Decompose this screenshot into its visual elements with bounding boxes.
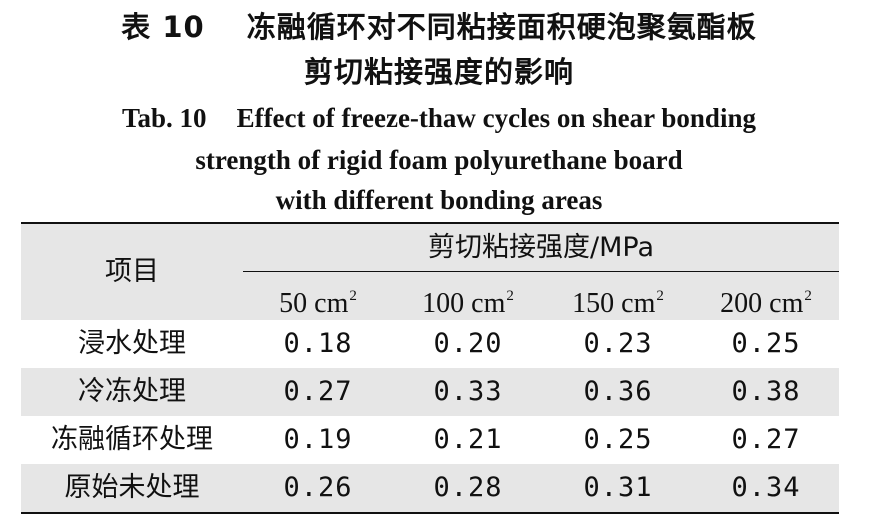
table-cell: 0.27: [283, 376, 353, 407]
table-cell: 0.31: [583, 472, 653, 503]
table-cell: 0.38: [731, 376, 801, 407]
chinese-title-text-1: 冻融循环对不同粘接面积硬泡聚氨酯板: [246, 10, 757, 44]
column-header-100: 100 cm2: [422, 288, 514, 319]
table-cell: 0.21: [433, 424, 503, 455]
row-label: 浸水处理: [78, 328, 186, 359]
row-shade-2: [21, 368, 839, 416]
table-cell: 0.23: [583, 328, 653, 359]
chinese-caption-line-2: 剪切粘接强度的影响: [303, 55, 574, 89]
english-title-text-1: Effect of freeze-thaw cycles on shear bo…: [236, 103, 756, 133]
row-header-item: 项目: [105, 256, 159, 287]
chinese-table-number: 表 10: [121, 10, 205, 44]
table-cell: 0.27: [731, 424, 801, 455]
row-shade-4: [21, 464, 839, 512]
table-cell: 0.26: [283, 472, 353, 503]
group-header-strength: 剪切粘接强度/MPa: [427, 232, 654, 263]
table-cell: 0.20: [433, 328, 503, 359]
column-header-200: 200 cm2: [720, 288, 812, 319]
table-cell: 0.19: [283, 424, 353, 455]
data-table: 项目 剪切粘接强度/MPa 50 cm2 100 cm2 150 cm2 200…: [21, 222, 839, 516]
english-caption-line-1: Tab. 10 Effect of freeze-thaw cycles on s…: [0, 98, 878, 138]
table-cell: 0.25: [731, 328, 801, 359]
table-top-rule: [21, 222, 839, 224]
table-cell: 0.18: [283, 328, 353, 359]
table-cell: 0.33: [433, 376, 503, 407]
header-group-rule: [243, 271, 839, 272]
table-cell: 0.25: [583, 424, 653, 455]
column-header-50: 50 cm2: [279, 288, 357, 319]
table-cell: 0.34: [731, 472, 801, 503]
chinese-caption-line-1: 表 10 冻融循环对不同粘接面积硬泡聚氨酯板: [0, 7, 878, 47]
table-cell: 0.36: [583, 376, 653, 407]
english-caption-line-3: with different bonding areas: [275, 185, 603, 215]
column-header-150: 150 cm2: [572, 288, 664, 319]
header-shade: [21, 224, 839, 320]
row-label: 冻融循环处理: [51, 424, 213, 455]
table-bottom-rule: [21, 512, 839, 514]
english-table-number: Tab. 10: [122, 103, 207, 133]
table-cell: 0.28: [433, 472, 503, 503]
row-label: 冷冻处理: [78, 376, 186, 407]
english-caption-line-2: strength of rigid foam polyurethane boar…: [195, 145, 683, 175]
row-label: 原始未处理: [64, 472, 200, 503]
